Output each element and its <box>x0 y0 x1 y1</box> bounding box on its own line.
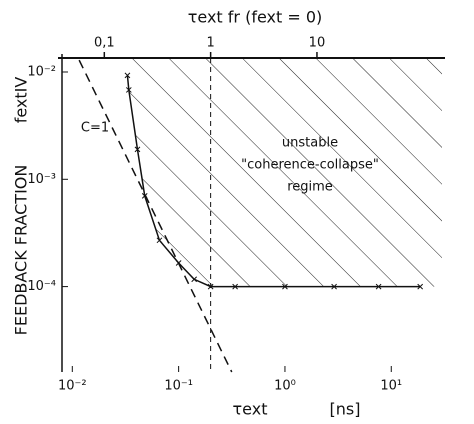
annotation: unstable <box>282 136 338 151</box>
point-marker <box>124 72 131 79</box>
y-tick-label: 10⁻³ <box>27 172 56 187</box>
y-axis-symbol: fextIV <box>12 77 31 124</box>
point-marker <box>156 237 163 244</box>
point-marker <box>232 283 238 290</box>
x-tick-label: 10⁰ <box>274 379 296 394</box>
point-marker <box>125 87 132 93</box>
x-tick-label: 10⁻¹ <box>164 379 193 394</box>
y-axis-label: FEEDBACK FRACTION <box>12 165 31 336</box>
point-marker <box>191 276 198 283</box>
annotation: C=1 <box>81 121 109 136</box>
x2-tick-label: 10 <box>309 36 326 51</box>
annotation: regime <box>287 180 333 195</box>
y-tick-label: 10⁻² <box>27 64 56 79</box>
x-tick-label: 10¹ <box>380 379 402 394</box>
annotation: "coherence-collapse" <box>241 158 379 173</box>
point-marker <box>134 146 141 153</box>
top-axis-title: τext fr (fext = 0) <box>188 8 323 27</box>
point-marker <box>207 283 214 290</box>
x-tick-label: 10⁻² <box>58 379 87 394</box>
x2-tick-label: 1 <box>206 36 214 51</box>
x-axis-unit: [ns] <box>330 400 361 419</box>
point-marker <box>417 283 424 290</box>
y-tick-label: 10⁻⁴ <box>27 279 56 294</box>
series-line <box>78 59 233 373</box>
point-marker <box>331 283 337 290</box>
x2-tick-label: 0,1 <box>94 36 115 51</box>
point-marker <box>282 283 288 290</box>
x-axis-label: τext <box>233 400 268 419</box>
point-marker <box>375 283 382 290</box>
